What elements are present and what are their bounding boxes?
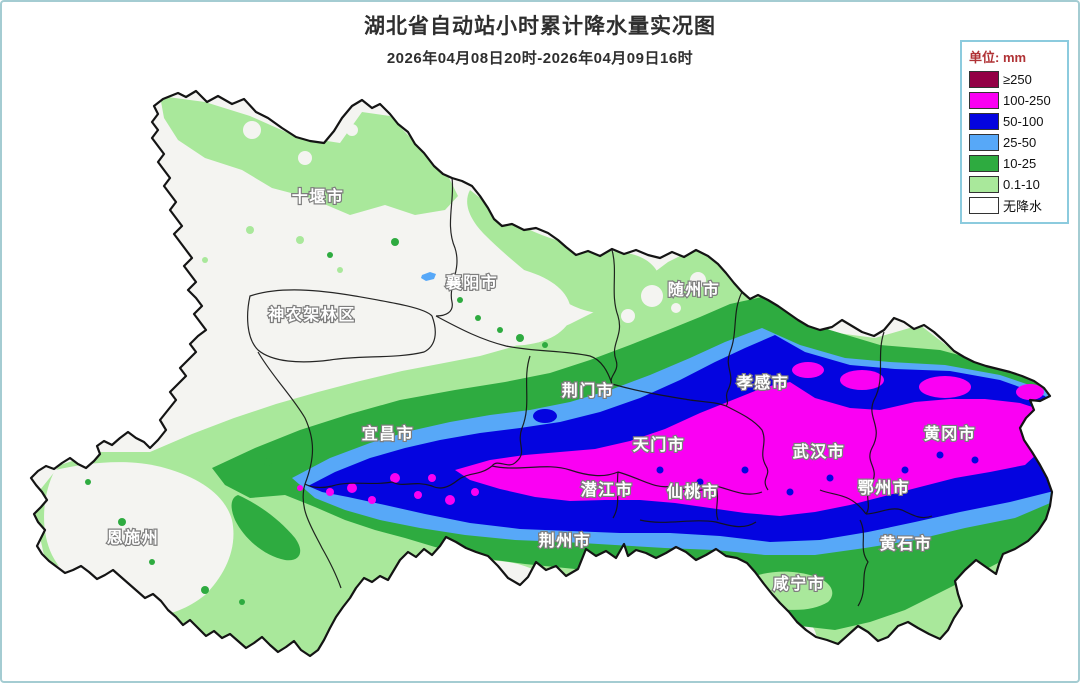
legend-swatch-25-50 [969,134,999,151]
legend-swatch-100-250 [969,92,999,109]
legend-label: ≥250 [1003,72,1032,87]
legend-row: 无降水 [969,195,1061,216]
legend-label: 25-50 [1003,135,1037,150]
city-label: 咸宁市 [773,574,826,593]
city-label: 襄阳市 [445,273,499,292]
reservoir-patch [421,272,436,281]
legend-label: 无降水 [1003,199,1043,214]
province-outline [29,89,1054,658]
district-boundaries [247,177,933,607]
legend-swatch-norain [969,197,999,214]
legend-row: 25-50 [969,132,1061,153]
city-label: 荆州市 [539,531,592,550]
legend-label: 0.1-10 [1003,177,1040,192]
city-label: 仙桃市 [667,482,720,501]
map-subtitle: 2026年04月08日20时-2026年04月09日16时 [386,50,694,67]
band-100-250 [455,382,1052,516]
city-label: 黄冈市 [924,424,977,443]
legend-row: 10-25 [969,153,1061,174]
city-label: 潜江市 [581,480,634,499]
magenta-dots-west [297,466,569,505]
precipitation-layers [31,91,1052,656]
city-label: 黄石市 [880,534,933,553]
dark-blue-finger [533,409,557,423]
green-tongue-southwest [231,495,301,561]
city-label: 荆门市 [562,381,615,400]
legend-row: 0.1-10 [969,174,1061,195]
magenta-patches-northeast [792,362,1044,400]
city-label: 鄂州市 [858,478,911,497]
legend-swatch-10-25 [969,155,999,172]
band-0.1-10-northeast [467,190,661,315]
title-block: 湖北省自动站小时累计降水量实况图 2026年04月08日20时-2026年04月… [0,10,1080,68]
green-dots [85,238,548,605]
legend-label: 50-100 [1003,114,1044,129]
legend-swatch-ge250 [969,71,999,88]
city-label: 神农架林区 [268,305,356,324]
legend-row: 100-250 [969,90,1061,111]
legend-row: ≥250 [969,69,1061,90]
legend-row: 50-100 [969,111,1061,132]
legend-unit-label: 单位: mm [969,50,1027,65]
city-label: 恩施州 [107,528,160,547]
legend-label: 10-25 [1003,156,1037,171]
city-label: 宜昌市 [362,424,415,443]
legend-panel: 单位: mm ≥250 100-250 50-100 25-50 10-25 0… [960,40,1069,224]
blue-dots-in-core [656,451,979,496]
map-title: 湖北省自动站小时累计降水量实况图 [364,15,716,38]
city-label: 武汉市 [793,442,846,461]
legend-swatch-50-100 [969,113,999,130]
city-label: 随州市 [668,280,721,299]
city-label: 孝感市 [736,373,790,392]
legend-label: 100-250 [1003,93,1051,108]
city-label: 十堰市 [292,187,345,206]
legend-swatch-0.1-10 [969,176,999,193]
city-label: 天门市 [633,435,686,454]
city-labels: 十堰市 襄阳市 神农架林区 随州市 荆门市 孝感市 宜昌市 天门市 武汉市 黄冈… [106,186,977,594]
